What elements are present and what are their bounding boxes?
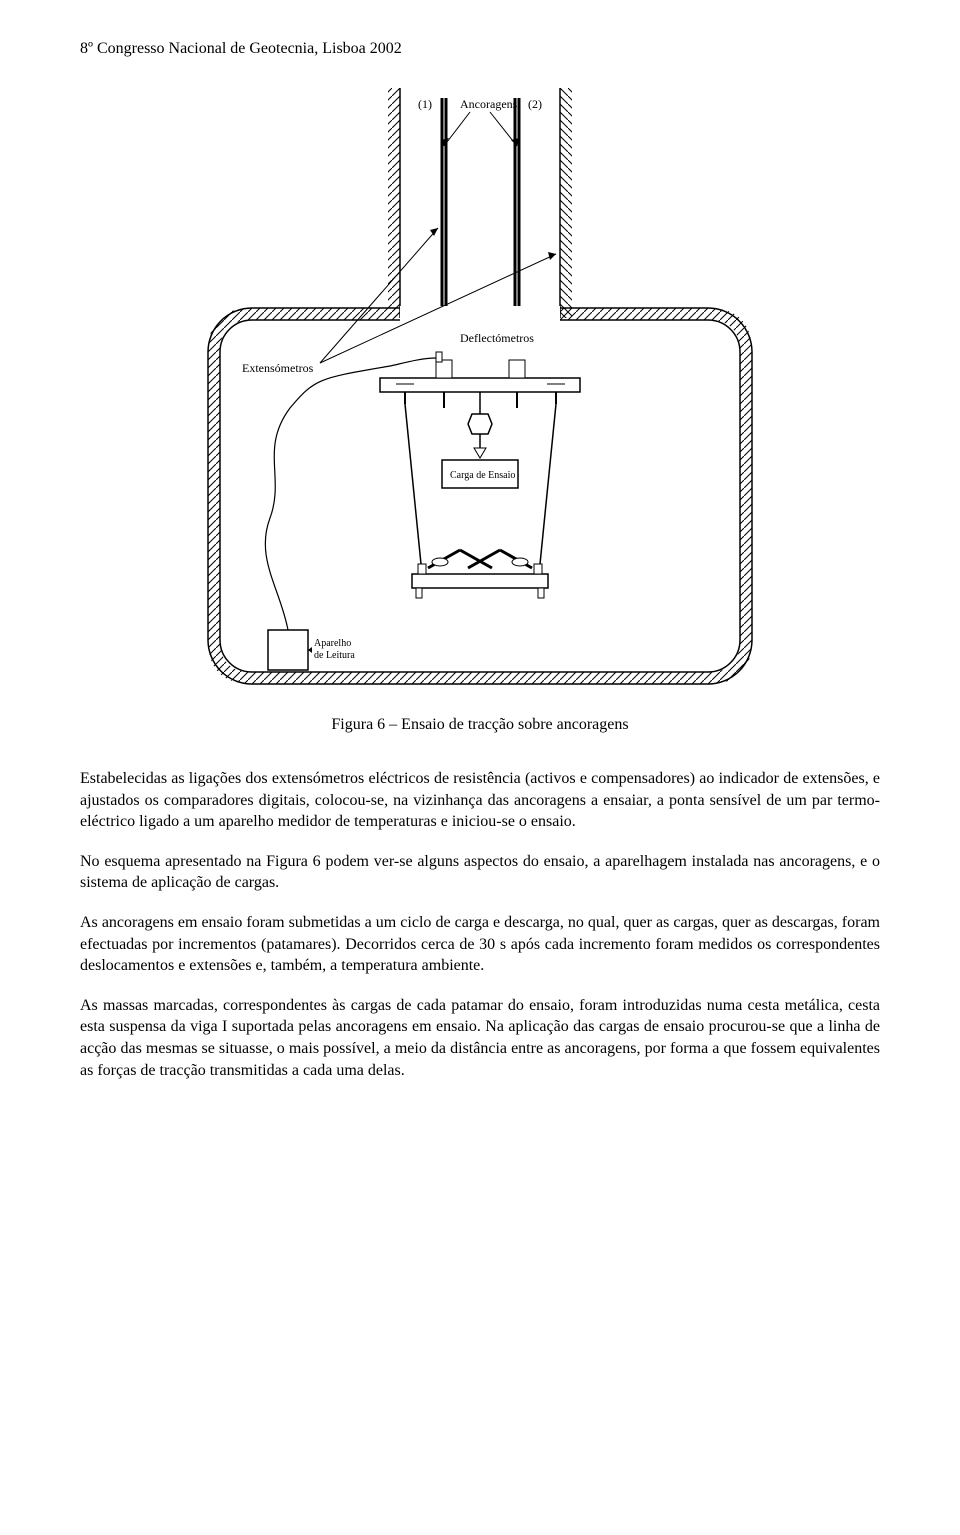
paragraph-4: As massas marcadas, correspondentes às c… <box>80 995 880 1081</box>
top-labels: (1) Ancoragens (2) <box>418 97 542 146</box>
label-deflectometros: Deflectómetros <box>460 331 534 345</box>
figure-caption: Figura 6 – Ensaio de tracção sobre ancor… <box>331 716 628 734</box>
label-carga: Carga de Ensaio <box>450 470 515 481</box>
paragraph-1: Estabelecidas as ligações dos extensómet… <box>80 768 880 833</box>
label-extensometros: Extensómetros <box>242 361 314 375</box>
paragraph-3: As ancoragens em ensaio foram submetidas… <box>80 912 880 977</box>
label-right-num: (2) <box>528 97 542 111</box>
figure-diagram: (1) Ancoragens (2) <box>160 88 800 708</box>
label-aparelho-line2: de Leitura <box>314 650 355 661</box>
figure-container: (1) Ancoragens (2) <box>80 88 880 758</box>
label-aparelho-line1: Aparelho <box>314 638 351 649</box>
label-center: Ancoragens <box>460 97 518 111</box>
deflectometros-label: Deflectómetros <box>460 331 534 345</box>
page-header: 8º Congresso Nacional de Geotecnia, Lisb… <box>80 40 880 58</box>
shaft-walls <box>388 88 572 318</box>
paragraph-2: No esquema apresentado na Figura 6 podem… <box>80 851 880 894</box>
label-left-num: (1) <box>418 97 432 111</box>
